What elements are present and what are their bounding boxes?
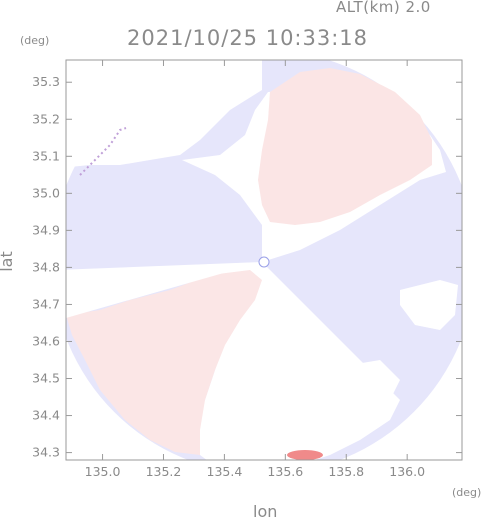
y-tick-label: 34.4 (32, 408, 60, 423)
y-axis-unit: (deg) (20, 34, 50, 47)
no-data-patch-southeast (350, 360, 400, 400)
y-tick-label: 34.7 (32, 296, 60, 311)
x-tick-label: 135.8 (328, 464, 364, 479)
y-tick-label: 35.3 (32, 74, 60, 89)
x-tick-label: 135.6 (267, 464, 303, 479)
no-data-northwest (66, 60, 262, 168)
y-tick-label: 34.5 (32, 371, 60, 386)
strong-echo-south (287, 450, 323, 460)
plot-frame (65, 59, 463, 461)
y-tick-label: 34.8 (32, 259, 60, 274)
receding-region-north (258, 68, 432, 225)
radar-site-marker (258, 256, 270, 268)
x-tick-label: 135.4 (207, 464, 243, 479)
x-axis-unit: (deg) (452, 486, 482, 499)
y-tick-label: 35.1 (32, 148, 60, 163)
y-tick-label: 34.9 (32, 222, 60, 237)
y-tick-label: 35.2 (32, 111, 60, 126)
observation-datetime: 2021/10/25 10:33:18 (127, 26, 369, 50)
x-tick-label: 136.0 (389, 464, 425, 479)
x-axis-ticks: 135.0 135.2 135.4 135.6 135.8 136.0 (85, 60, 425, 479)
no-data-band (168, 262, 400, 460)
altitude-label: ALT(km) 2.0 (336, 0, 431, 16)
blocked-sector (66, 262, 262, 318)
no-data-patch-east (400, 280, 458, 330)
y-tick-label: 35.0 (32, 185, 60, 200)
receding-region-southwest (66, 270, 262, 455)
x-tick-label: 135.2 (146, 464, 182, 479)
x-axis-label: lon (253, 502, 278, 521)
y-tick-label: 34.6 (32, 333, 60, 348)
y-tick-label: 34.3 (32, 445, 60, 460)
y-axis-ticks: 35.3 35.2 35.1 35.0 34.9 34.8 34.7 34.6 34.5 34.4… (32, 74, 462, 460)
x-tick-label: 135.0 (85, 464, 121, 479)
